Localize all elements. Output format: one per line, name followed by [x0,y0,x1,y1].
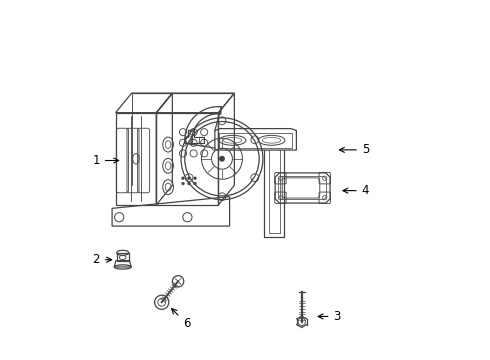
Text: 1: 1 [93,154,119,167]
Text: 6: 6 [172,309,190,330]
Circle shape [182,182,184,185]
Circle shape [182,177,184,180]
Circle shape [194,182,196,185]
Text: 5: 5 [340,143,369,156]
Text: 3: 3 [318,310,341,323]
Text: 2: 2 [93,253,112,266]
Circle shape [188,177,191,180]
Circle shape [188,182,191,185]
Circle shape [219,156,225,162]
Circle shape [194,177,196,180]
Text: 4: 4 [343,184,369,197]
